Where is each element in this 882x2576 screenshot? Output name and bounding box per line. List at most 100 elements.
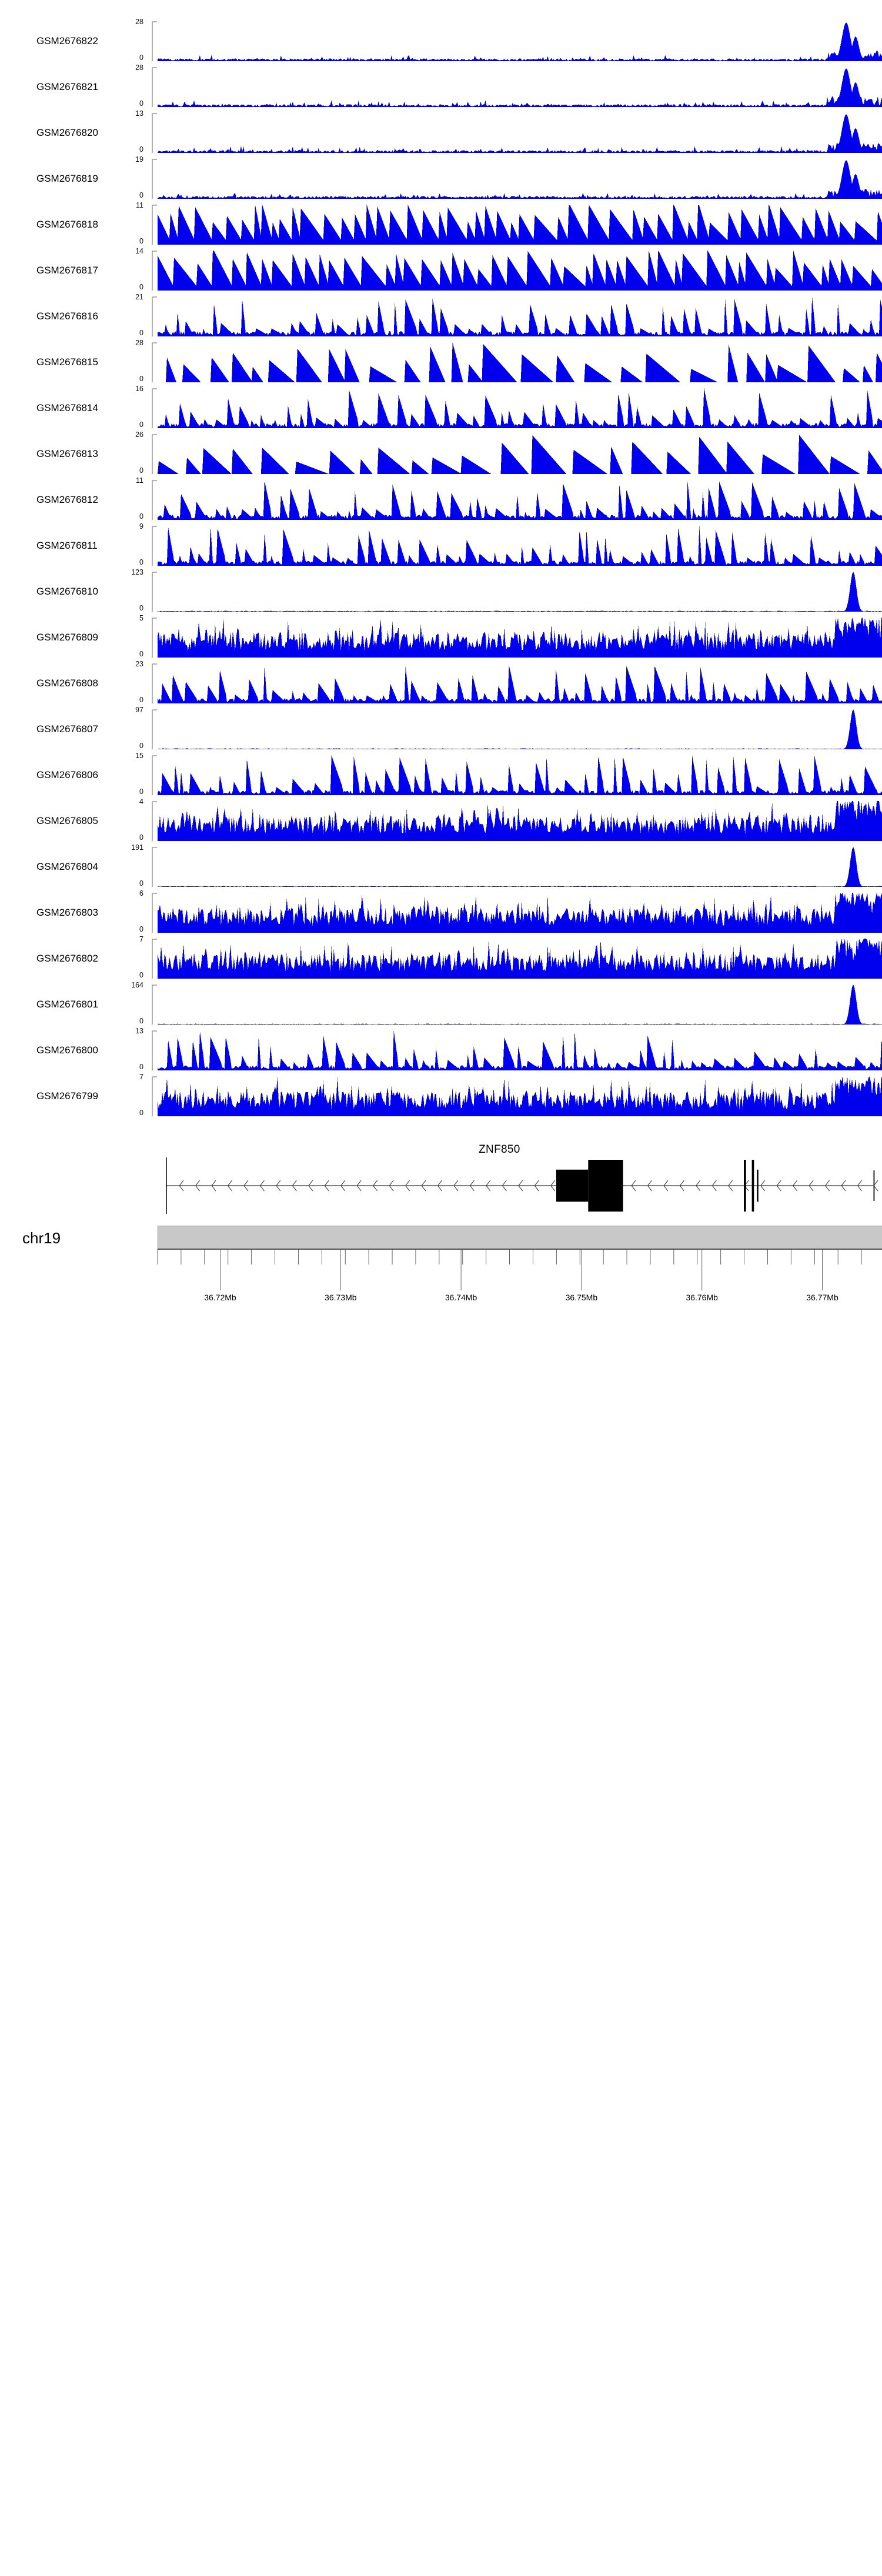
axis-max-value: 16 xyxy=(135,385,143,393)
coverage-track[interactable]: GSM2676806 15 0 xyxy=(0,752,882,796)
coverage-plot[interactable] xyxy=(158,572,882,612)
coverage-track[interactable]: GSM2676813 26 0 xyxy=(0,431,882,475)
track-y-axis xyxy=(152,572,157,612)
coverage-plot[interactable] xyxy=(158,801,882,841)
track-label-GSM2676821: GSM2676821 xyxy=(36,81,98,92)
track-label-GSM2676806: GSM2676806 xyxy=(36,769,98,780)
coverage-plot[interactable] xyxy=(158,251,882,291)
coverage-track[interactable]: GSM2676809 5 0 xyxy=(0,614,882,658)
axis-min-value: 0 xyxy=(139,145,143,154)
track-y-axis xyxy=(152,21,157,62)
axis-max-value: 15 xyxy=(135,752,143,760)
track-y-axis xyxy=(152,67,157,108)
coverage-plot[interactable] xyxy=(158,939,882,979)
coverage-plot[interactable] xyxy=(158,21,882,61)
axis-max-value: 164 xyxy=(131,981,143,989)
coverage-track[interactable]: GSM2676808 23 0 xyxy=(0,660,882,704)
coverage-plot[interactable] xyxy=(158,342,882,382)
axis-tick-label: 36.77Mb xyxy=(806,1293,838,1302)
coverage-track[interactable]: GSM2676807 97 0 xyxy=(0,706,882,750)
axis-min-value: 0 xyxy=(139,833,143,842)
axis-min-value: 0 xyxy=(139,604,143,612)
track-y-axis xyxy=(152,801,157,842)
coverage-plot[interactable] xyxy=(158,67,882,107)
axis-min-value: 0 xyxy=(139,375,143,383)
axis-max-value: 6 xyxy=(139,889,143,897)
axis-max-value: 19 xyxy=(135,155,143,163)
track-label-GSM2676820: GSM2676820 xyxy=(36,127,98,138)
coverage-track[interactable]: GSM2676804 191 0 xyxy=(0,844,882,887)
axis-min-value: 0 xyxy=(139,696,143,704)
coverage-plot[interactable] xyxy=(158,296,882,336)
track-label-GSM2676810: GSM2676810 xyxy=(36,586,98,597)
axis-tick-label: 36.74Mb xyxy=(445,1293,477,1302)
track-y-axis xyxy=(152,251,157,291)
axis-max-value: 5 xyxy=(139,614,143,622)
coverage-plot[interactable] xyxy=(158,434,882,474)
axis-min-value: 0 xyxy=(139,925,143,933)
coverage-track[interactable]: GSM2676820 13 0 xyxy=(0,110,882,154)
coverage-track[interactable]: GSM2676822 28 0 xyxy=(0,18,882,62)
coverage-track[interactable]: GSM2676817 14 0 xyxy=(0,248,882,291)
coverage-plot[interactable] xyxy=(158,388,882,428)
track-label-GSM2676815: GSM2676815 xyxy=(36,356,98,368)
axis-tick-label: 36.72Mb xyxy=(204,1293,236,1302)
coverage-track[interactable]: GSM2676819 19 0 xyxy=(0,155,882,199)
coverage-track[interactable]: GSM2676812 11 0 xyxy=(0,476,882,520)
coverage-plot[interactable] xyxy=(158,159,882,199)
coverage-track[interactable]: GSM2676816 21 0 xyxy=(0,293,882,337)
coverage-track[interactable]: GSM2676803 6 0 xyxy=(0,889,882,933)
coverage-track[interactable]: GSM2676815 28 0 xyxy=(0,339,882,383)
chromosome-label: chr19 xyxy=(22,1229,61,1247)
axis-max-value: 28 xyxy=(135,339,143,347)
axis-min-value: 0 xyxy=(139,283,143,291)
axis-max-value: 123 xyxy=(131,568,143,576)
coverage-track[interactable]: GSM2676799 7 0 xyxy=(0,1073,882,1117)
coverage-track[interactable]: GSM2676801 164 0 xyxy=(0,981,882,1025)
coverage-plot[interactable] xyxy=(158,893,882,933)
coverage-track[interactable]: GSM2676800 13 0 xyxy=(0,1027,882,1071)
coverage-plot[interactable] xyxy=(158,755,882,795)
axis-max-value: 26 xyxy=(135,431,143,439)
coverage-plot[interactable] xyxy=(158,113,882,153)
axis-min-value: 0 xyxy=(139,788,143,796)
axis-max-value: 11 xyxy=(136,476,143,485)
axis-max-value: 23 xyxy=(135,660,143,668)
coverage-plot[interactable] xyxy=(158,480,882,520)
axis-max-value: 7 xyxy=(139,935,143,943)
gene-annotation-track[interactable]: ZNF850 xyxy=(0,1143,882,1232)
coverage-track[interactable]: GSM2676818 11 0 xyxy=(0,201,882,245)
track-label-GSM2676809: GSM2676809 xyxy=(36,632,98,643)
coverage-plot[interactable] xyxy=(158,1076,882,1116)
coverage-plot[interactable] xyxy=(158,205,882,245)
track-y-axis xyxy=(152,296,157,337)
coverage-plot[interactable] xyxy=(158,526,882,566)
coverage-track[interactable]: GSM2676811 9 0 xyxy=(0,523,882,566)
axis-min-value: 0 xyxy=(139,742,143,750)
coverage-track[interactable]: GSM2676810 123 0 xyxy=(0,568,882,612)
track-label-GSM2676819: GSM2676819 xyxy=(36,173,98,184)
coverage-plot[interactable] xyxy=(158,1030,882,1070)
track-y-axis xyxy=(152,388,157,429)
track-label-GSM2676811: GSM2676811 xyxy=(36,540,98,551)
axis-min-value: 0 xyxy=(139,1063,143,1071)
coverage-track[interactable]: GSM2676814 16 0 xyxy=(0,385,882,429)
coverage-plot[interactable] xyxy=(158,985,882,1025)
axis-max-value: 11 xyxy=(136,201,143,209)
track-y-axis xyxy=(152,847,157,887)
track-label-GSM2676814: GSM2676814 xyxy=(36,402,98,413)
coverage-plot[interactable] xyxy=(158,847,882,887)
coverage-track[interactable]: GSM2676805 4 0 xyxy=(0,798,882,842)
track-label-GSM2676801: GSM2676801 xyxy=(36,999,98,1010)
coverage-track[interactable]: GSM2676821 28 0 xyxy=(0,64,882,108)
axis-min-value: 0 xyxy=(139,1017,143,1025)
track-y-axis xyxy=(152,618,157,658)
coverage-plot[interactable] xyxy=(158,663,882,703)
track-y-axis xyxy=(152,663,157,704)
track-y-axis xyxy=(152,113,157,154)
track-y-axis xyxy=(152,526,157,566)
coverage-plot[interactable] xyxy=(158,618,882,658)
coverage-track[interactable]: GSM2676802 7 0 xyxy=(0,935,882,979)
coverage-plot[interactable] xyxy=(158,709,882,749)
axis-min-value: 0 xyxy=(139,54,143,62)
